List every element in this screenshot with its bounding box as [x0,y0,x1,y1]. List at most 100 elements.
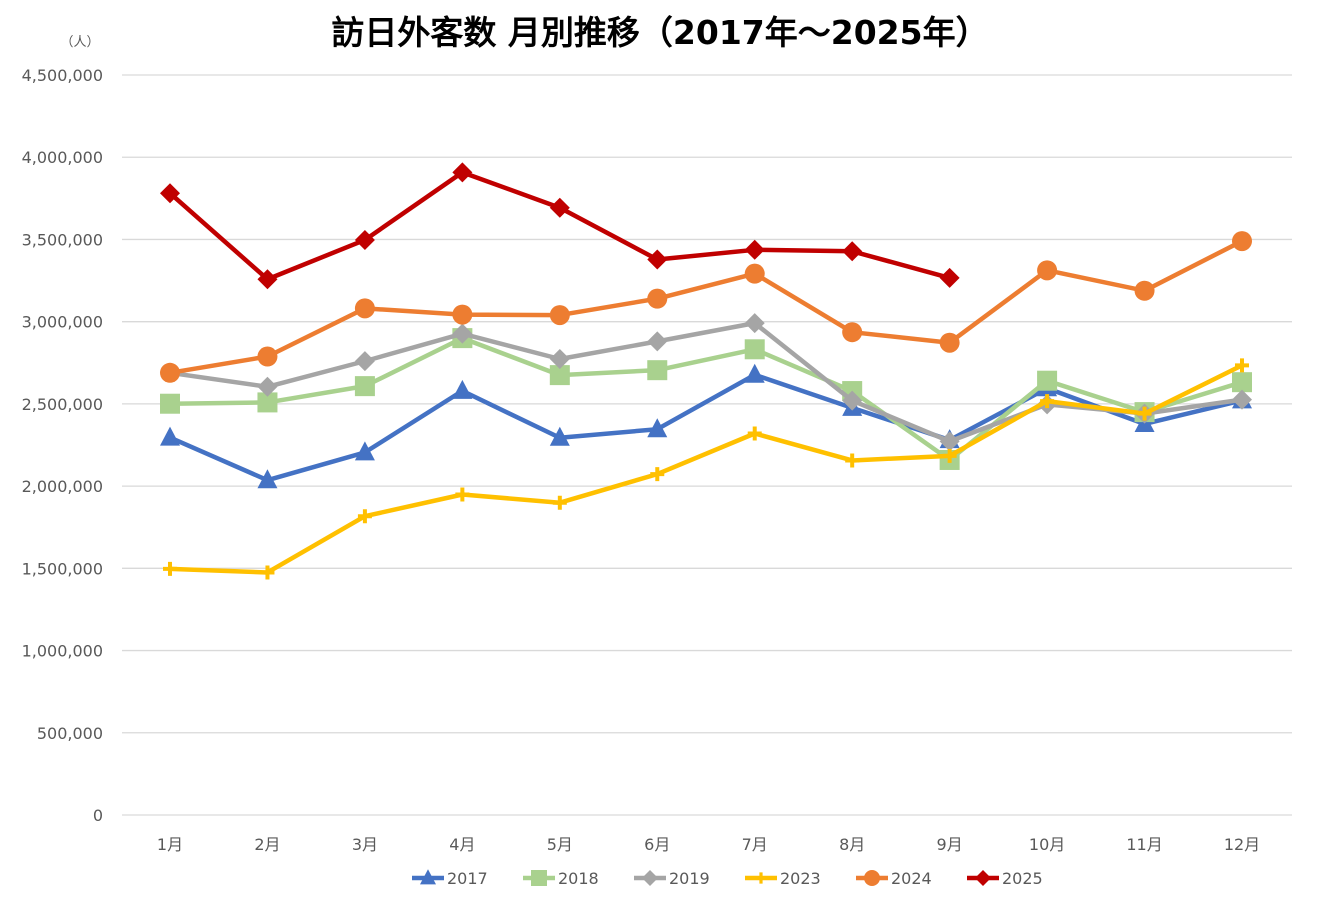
x-tick-label: 11月 [1126,835,1162,854]
x-tick-label: 2月 [254,835,280,854]
data-point [1232,372,1252,393]
y-tick-label: 4,000,000 [22,148,103,167]
data-point [549,197,570,218]
data-point [455,487,470,502]
x-tick-label: 6月 [644,835,670,854]
data-point [260,565,275,580]
x-tick-label: 8月 [839,835,865,854]
legend-item-2019: 2019 [634,869,710,888]
data-point [842,322,863,343]
data-point [939,431,960,452]
data-point [939,267,960,288]
data-point [552,495,567,510]
data-point [1037,260,1058,281]
data-point [647,288,668,309]
y-tick-label: 1,000,000 [22,642,103,661]
legend: 2017 2018 2019 2023 2024 2025 [412,869,1043,888]
data-point [354,351,375,372]
series-2017 [160,363,1252,489]
data-point [1040,394,1055,409]
x-tick-label: 10月 [1029,835,1065,854]
x-tick-label: 1月 [157,835,183,854]
data-point [650,467,665,482]
data-point [354,229,375,250]
data-point [160,183,180,204]
legend-item-2023: 2023 [745,869,821,888]
data-point [845,453,860,468]
data-point [1037,370,1058,391]
data-point [744,339,765,360]
data-point [257,346,278,367]
series-2024 [160,231,1252,383]
x-axis-ticks: 1月 2月 3月 4月 5月 6月 7月 8月 9月 10月 11月 12月 [157,835,1260,854]
chart-title: 訪日外客数 月別推移（2017年～2025年） [331,13,988,52]
legend-label: 2019 [669,869,710,888]
data-point [1134,280,1155,301]
data-point [420,869,436,885]
y-tick-label: 1,500,000 [22,559,103,578]
data-point [452,304,473,325]
data-point [647,418,668,438]
legend-label: 2017 [447,869,488,888]
legend-label: 2024 [891,869,932,888]
data-point [257,269,278,290]
data-point [747,426,762,441]
series-2023 [163,358,1249,580]
legend-label: 2025 [1002,869,1043,888]
gridlines [122,74,1292,816]
data-point [354,441,375,461]
data-point [864,870,880,886]
legend-label: 2023 [780,869,821,888]
y-tick-label: 500,000 [37,724,103,743]
data-point [942,448,957,463]
series-2019 [160,313,1252,452]
legend-item-2024: 2024 [856,869,932,888]
y-tick-label: 3,000,000 [22,313,103,332]
y-tick-label: 2,500,000 [22,395,103,414]
legend-item-2018: 2018 [523,869,599,888]
data-point [160,362,180,383]
data-point [1235,358,1249,373]
data-point [354,298,375,319]
data-point [354,376,375,397]
data-point [452,379,473,399]
data-point [452,162,473,183]
data-point [642,870,658,886]
data-point [160,393,180,414]
x-tick-label: 3月 [352,835,378,854]
series-line [169,335,1243,463]
data-point [975,870,991,886]
data-point [163,561,177,576]
series-line [169,320,1243,444]
data-point [1137,406,1152,421]
x-tick-label: 9月 [937,835,963,854]
series-group [160,162,1252,580]
legend-item-2025: 2025 [967,869,1043,888]
x-tick-label: 12月 [1224,835,1260,854]
data-point [842,390,863,411]
y-tick-label: 2,000,000 [22,477,103,496]
data-point [549,365,570,386]
series-line [169,372,1243,483]
y-tick-label: 0 [93,806,103,825]
series-line [169,363,1243,575]
data-point [1232,231,1252,252]
data-point [1232,389,1252,410]
data-point [257,392,278,413]
x-tick-label: 4月 [449,835,475,854]
data-point [744,363,765,383]
data-point [452,323,473,344]
data-point [939,332,960,353]
data-point [257,469,278,489]
y-tick-label: 3,500,000 [22,230,103,249]
data-point [744,313,765,334]
y-axis-ticks: 0 500,000 1,000,000 1,500,000 2,000,000 2,500… [22,66,103,825]
data-point [257,376,278,397]
data-point [549,305,570,326]
legend-label: 2018 [558,869,599,888]
series-2025 [160,162,960,290]
data-point [160,426,180,446]
series-line [169,239,1244,376]
y-axis-unit: （人） [60,35,99,50]
data-point [549,426,570,446]
